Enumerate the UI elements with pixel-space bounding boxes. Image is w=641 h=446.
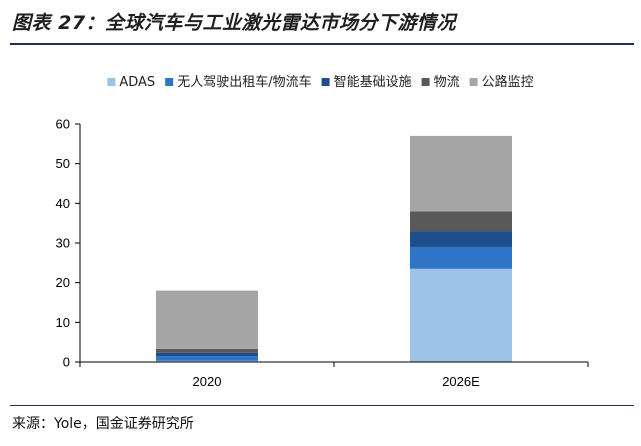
bar-segment [156,356,258,361]
legend-label: 无人驾驶出租车/物流车 [177,74,311,90]
legend-swatch [469,78,478,86]
y-tick-label: 40 [56,196,70,211]
y-axis: 0 10 20 30 40 50 60 [56,117,81,370]
y-tick-label: 0 [63,355,70,370]
source-note: 来源：Yole，国金证券研究所 [12,416,194,432]
legend-label: ADAS [119,75,155,90]
x-axis: 2020 2026E [79,361,589,389]
y-tick-label: 20 [56,275,70,290]
bar-segment [156,348,258,353]
legend-swatch [421,78,430,86]
legend-label: 物流 [434,75,460,90]
legend-swatch [321,78,330,86]
bar-segment [410,211,512,232]
legend-label: 公路监控 [482,74,534,90]
bar-segment [156,352,258,357]
bars [156,135,512,362]
legend: ADAS 无人驾驶出租车/物流车 智能基础设施 物流 公路监控 [107,74,534,90]
x-tick-label: 2026E [442,374,480,389]
title-divider [10,43,634,45]
y-tick-label: 60 [56,117,70,132]
bar-segment [156,290,258,349]
legend-item: 无人驾驶出租车/物流车 [165,74,312,90]
legend-swatch [165,78,174,86]
footer-divider [10,405,634,406]
legend-swatch [107,78,116,86]
y-tick-label: 30 [56,236,70,251]
bar-segment [156,360,258,362]
bar-segment [410,135,512,212]
legend-item: ADAS [107,75,155,90]
x-tick-label: 2020 [193,374,222,389]
bar-segment [410,268,512,362]
y-tick-label: 50 [56,156,70,171]
chart-title: 图表 27：全球汽车与工业激光雷达市场分下游情况 [12,12,457,34]
bar-segment [410,246,512,269]
legend-item: 公路监控 [469,74,534,90]
bar-segment [410,231,512,247]
legend-item: 智能基础设施 [321,75,412,90]
y-tick-label: 10 [56,315,70,330]
legend-item: 物流 [421,75,460,90]
legend-label: 智能基础设施 [334,75,412,90]
